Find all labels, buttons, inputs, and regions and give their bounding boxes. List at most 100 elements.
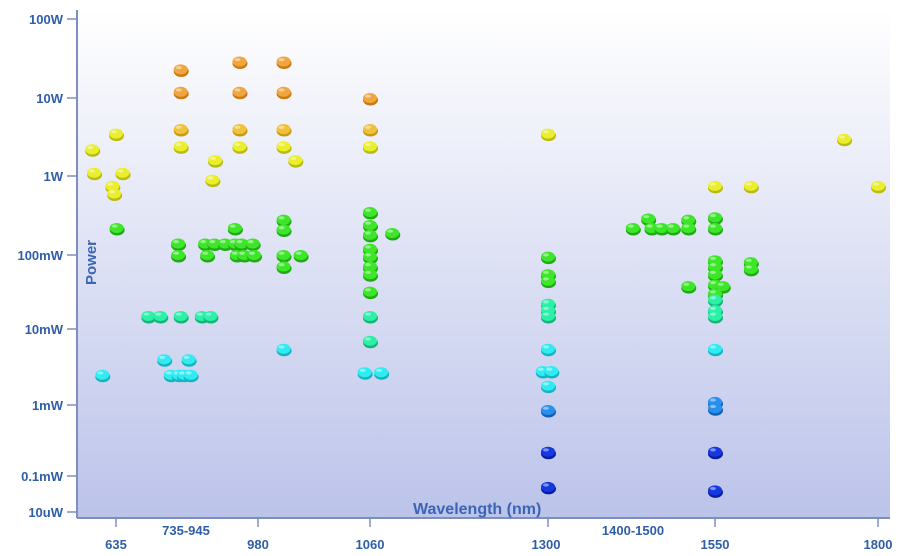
data-point xyxy=(541,128,556,142)
x-tick-label: 1800 xyxy=(864,537,893,552)
y-tick-label: 10uW xyxy=(28,505,63,520)
data-point xyxy=(743,263,759,277)
x-axis-title: Wavelength (nm) xyxy=(413,501,541,518)
data-point xyxy=(363,207,378,220)
data-point xyxy=(541,481,556,495)
data-point xyxy=(363,269,378,282)
x-tick-label: 1300 xyxy=(532,537,561,552)
data-point xyxy=(708,222,723,236)
data-point xyxy=(171,250,187,263)
data-point xyxy=(87,167,103,181)
data-point xyxy=(708,310,723,324)
data-point xyxy=(232,124,248,137)
data-point xyxy=(276,343,292,357)
data-point xyxy=(85,144,101,157)
data-point xyxy=(115,167,131,181)
data-point xyxy=(276,250,292,263)
data-point xyxy=(227,222,243,236)
data-point xyxy=(708,343,723,357)
data-point xyxy=(363,335,378,349)
data-point xyxy=(385,227,401,241)
data-point xyxy=(708,294,723,308)
data-point xyxy=(708,180,723,194)
y-tick-label: 1mW xyxy=(32,398,64,413)
data-point xyxy=(293,250,309,263)
data-point xyxy=(171,238,187,251)
data-point xyxy=(173,310,189,324)
data-point xyxy=(247,250,263,263)
data-point xyxy=(681,222,697,236)
data-point xyxy=(363,219,378,233)
data-point xyxy=(107,188,123,202)
x-tick-label: 980 xyxy=(247,537,269,552)
data-point xyxy=(541,380,556,394)
data-point xyxy=(363,310,378,324)
data-point xyxy=(276,224,292,238)
data-point xyxy=(109,128,124,142)
data-point xyxy=(200,250,216,263)
data-point xyxy=(541,343,556,357)
data-point xyxy=(173,64,189,77)
x-tick-label: 635 xyxy=(105,537,127,552)
data-point xyxy=(544,366,560,379)
data-point xyxy=(363,141,378,154)
data-point xyxy=(173,141,189,154)
x-tick-label: 735-945 xyxy=(162,523,210,538)
data-point xyxy=(181,354,197,367)
data-point xyxy=(173,86,189,100)
y-tick-label: 10W xyxy=(36,91,63,106)
data-point xyxy=(681,214,697,228)
data-point xyxy=(665,222,681,236)
data-point xyxy=(276,261,292,274)
data-point xyxy=(708,446,723,460)
data-point xyxy=(708,269,723,282)
data-point xyxy=(541,405,556,418)
x-tick-label: 1550 xyxy=(701,537,730,552)
y-tick-label: 10mW xyxy=(25,322,64,337)
data-point xyxy=(541,446,556,460)
data-point xyxy=(541,275,556,289)
data-point xyxy=(363,93,378,106)
data-point xyxy=(234,238,250,251)
data-point xyxy=(276,56,292,69)
data-point xyxy=(205,174,221,188)
data-point xyxy=(157,354,173,367)
data-point xyxy=(203,310,219,324)
y-tick-label: 0.1mW xyxy=(21,469,64,484)
data-point xyxy=(363,251,378,265)
data-point xyxy=(708,212,723,225)
data-point xyxy=(183,369,199,383)
data-point xyxy=(276,141,292,154)
data-point xyxy=(288,155,304,168)
data-point xyxy=(232,86,248,100)
data-point xyxy=(374,367,390,380)
data-point xyxy=(276,214,292,228)
data-point xyxy=(363,229,378,243)
data-point xyxy=(837,133,853,147)
data-point xyxy=(654,222,670,236)
data-point xyxy=(276,124,292,137)
y-tick-label: 1W xyxy=(44,169,64,184)
data-point xyxy=(871,180,886,194)
data-point xyxy=(109,222,125,236)
y-tick-label: 100mW xyxy=(17,248,63,263)
data-point xyxy=(625,222,641,236)
plot-background xyxy=(76,10,890,518)
data-point xyxy=(153,310,169,324)
data-point xyxy=(208,155,224,168)
data-point xyxy=(681,281,697,294)
y-tick-label: 100W xyxy=(29,12,64,27)
data-point xyxy=(276,86,292,100)
data-point xyxy=(141,310,157,324)
data-point xyxy=(541,251,556,265)
data-point xyxy=(232,141,248,154)
data-point xyxy=(357,367,373,380)
x-tick-label: 1060 xyxy=(356,537,385,552)
y-axis-title: Power xyxy=(83,240,100,285)
data-point xyxy=(245,238,261,251)
data-point xyxy=(743,180,759,194)
x-tick-label: 1400-1500 xyxy=(602,523,664,538)
data-point xyxy=(232,56,248,69)
data-point xyxy=(363,124,378,137)
